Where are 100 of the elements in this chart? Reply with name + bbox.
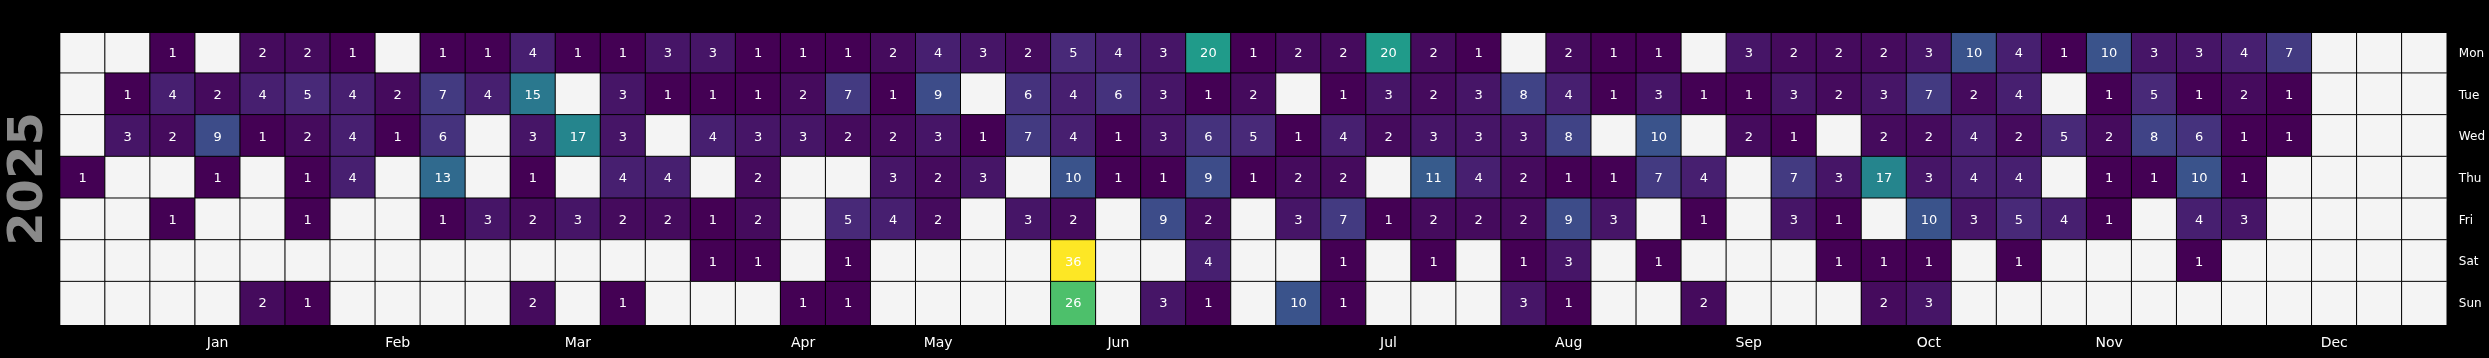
data-label: 1 xyxy=(1204,87,1213,102)
data-label: 1 xyxy=(1789,128,1798,144)
data-label: 3 xyxy=(1294,212,1303,228)
data-label: 4 xyxy=(348,87,357,102)
data-label: 20 xyxy=(1380,45,1397,61)
data-label: 1 xyxy=(1159,170,1168,186)
data-label: 1 xyxy=(213,170,222,186)
data-label: 7 xyxy=(1789,170,1798,186)
data-label: 4 xyxy=(348,128,357,144)
data-label: 2 xyxy=(1699,295,1708,311)
data-label: 3 xyxy=(979,45,988,61)
data-label: 2 xyxy=(1069,212,1078,228)
data-label: 3 xyxy=(483,212,492,228)
data-label: 1 xyxy=(1879,253,1889,269)
data-label: 4 xyxy=(708,128,718,144)
data-label: 2 xyxy=(1879,45,1889,61)
data-label: 7 xyxy=(1654,170,1663,186)
data-label: 2 xyxy=(1519,170,1528,186)
data-label: 3 xyxy=(1924,295,1934,311)
data-label: 3 xyxy=(889,170,898,186)
data-label: 3 xyxy=(2195,45,2204,61)
data-label: 10 xyxy=(2190,170,2208,186)
data-label: 1 xyxy=(528,170,537,186)
y-tick-label: Tue xyxy=(2457,87,2480,102)
data-label: 1 xyxy=(2240,128,2249,144)
data-label: 5 xyxy=(843,212,853,228)
data-label: 1 xyxy=(1114,128,1123,144)
data-label: 3 xyxy=(798,128,808,144)
data-label: 3 xyxy=(1879,87,1889,102)
data-label: 1 xyxy=(303,212,312,228)
data-label: 2 xyxy=(1339,45,1348,61)
data-label: 5 xyxy=(2059,128,2069,144)
data-label: 1 xyxy=(979,128,988,144)
data-label: 10 xyxy=(1065,170,1082,186)
data-label: 3 xyxy=(1609,212,1618,228)
x-tick-label: Jun xyxy=(1106,333,1130,350)
data-label: 10 xyxy=(1650,128,1667,144)
x-tick-label: Oct xyxy=(1916,333,1942,350)
data-label: 1 xyxy=(123,87,132,102)
data-label: 9 xyxy=(934,87,943,102)
data-label: 1 xyxy=(798,295,808,311)
data-label: 1 xyxy=(303,295,312,311)
data-label: 1 xyxy=(1834,212,1844,228)
data-label: 10 xyxy=(2100,45,2118,61)
x-tick-label: Jan xyxy=(205,333,229,350)
data-label: 2 xyxy=(393,87,402,102)
data-label: 1 xyxy=(1654,253,1663,269)
data-label: 1 xyxy=(2104,170,2114,186)
data-label: 2 xyxy=(753,170,763,186)
data-label: 2 xyxy=(618,212,628,228)
data-label: 2 xyxy=(1429,212,1438,228)
data-label: 2 xyxy=(168,128,177,144)
data-label: 4 xyxy=(2059,212,2069,228)
data-label: 1 xyxy=(843,45,853,61)
y-tick-label: Wed xyxy=(2458,129,2486,144)
data-label: 1 xyxy=(573,45,583,61)
data-label: 3 xyxy=(1519,295,1528,311)
data-label: 2 xyxy=(303,45,312,61)
data-label: 10 xyxy=(1965,45,1983,61)
data-label: 1 xyxy=(393,128,402,144)
data-label: 1 xyxy=(1519,253,1528,269)
data-label: 2 xyxy=(258,45,267,61)
data-label: 2 xyxy=(1384,128,1393,144)
data-label: 6 xyxy=(1024,87,1033,102)
data-label: 4 xyxy=(2240,45,2249,61)
data-label: 13 xyxy=(434,170,452,186)
data-label: 7 xyxy=(438,87,447,102)
data-label: 1 xyxy=(1699,212,1708,228)
data-label: 1 xyxy=(663,87,673,102)
y-tick-label: Mon xyxy=(2458,46,2485,61)
data-label: 4 xyxy=(2014,87,2024,102)
data-label: 9 xyxy=(213,128,222,144)
data-label: 2 xyxy=(528,295,537,311)
data-label: 3 xyxy=(1519,128,1528,144)
data-label: 2 xyxy=(1834,45,1844,61)
data-label: 1 xyxy=(1564,295,1573,311)
data-label: 3 xyxy=(1924,170,1934,186)
data-label: 2 xyxy=(1834,87,1844,102)
data-label: 3 xyxy=(1024,212,1033,228)
y-tick-label: Sat xyxy=(2458,254,2479,269)
data-label: 1 xyxy=(1249,170,1258,186)
data-label: 1 xyxy=(2240,170,2249,186)
data-label: 1 xyxy=(1339,295,1348,311)
data-label: 1 xyxy=(753,87,763,102)
data-label: 1 xyxy=(1654,45,1663,61)
data-label: 1 xyxy=(348,45,357,61)
data-label: 3 xyxy=(708,45,718,61)
data-label: 1 xyxy=(483,45,492,61)
data-label: 2 xyxy=(934,170,943,186)
data-label: 8 xyxy=(1519,87,1528,102)
data-label: 1 xyxy=(1294,128,1303,144)
data-label: 4 xyxy=(889,212,898,228)
data-label: 8 xyxy=(1564,128,1573,144)
data-label: 2 xyxy=(1294,170,1303,186)
data-label: 1 xyxy=(618,295,628,311)
data-label: 1 xyxy=(1339,253,1348,269)
data-label: 4 xyxy=(2014,170,2024,186)
data-label: 3 xyxy=(1159,128,1168,144)
data-label: 11 xyxy=(1425,170,1442,186)
data-label: 3 xyxy=(1429,128,1438,144)
